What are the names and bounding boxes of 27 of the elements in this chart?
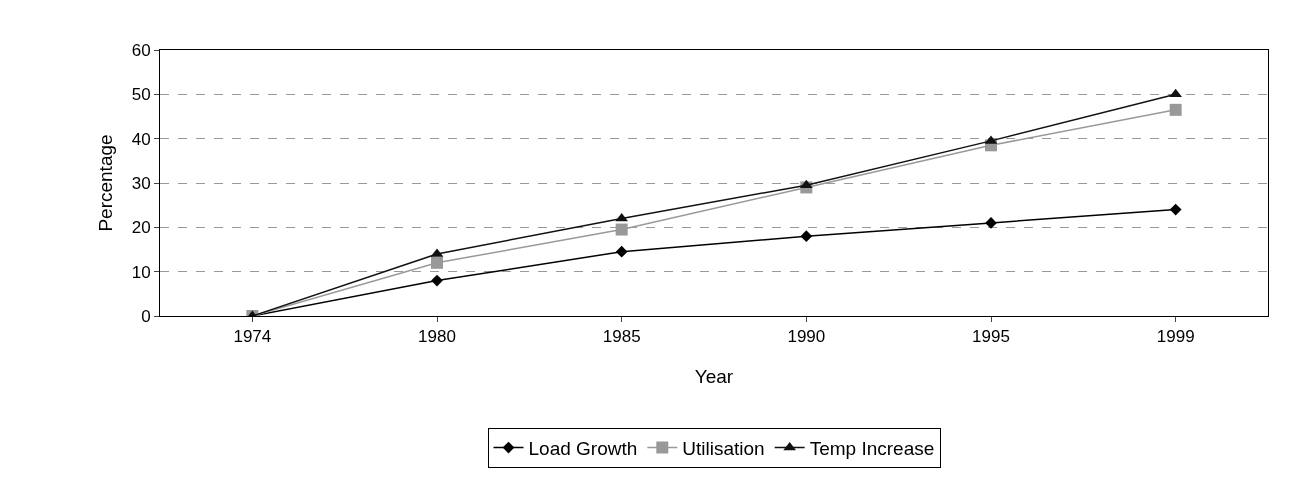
- y-tick-label: 30: [131, 173, 151, 193]
- y-tick-label: 60: [131, 40, 151, 60]
- point: [615, 245, 628, 258]
- y-axis-title: Percentage: [95, 134, 116, 232]
- point: [1169, 88, 1183, 98]
- y-tick-label: 10: [131, 262, 151, 282]
- y-tick-label: 50: [131, 85, 151, 105]
- point: [800, 230, 813, 243]
- point: [615, 223, 628, 236]
- legend-label: Utilisation: [682, 437, 765, 459]
- legend-label: Load Growth: [528, 437, 638, 459]
- x-tick-label: 1990: [787, 327, 826, 347]
- point: [1169, 103, 1182, 116]
- x-tick-label: 1974: [233, 327, 272, 347]
- y-tick-label: 40: [131, 129, 151, 149]
- legend-label: Temp Increase: [809, 437, 935, 459]
- x-axis-title: Year: [694, 366, 734, 387]
- point: [1169, 203, 1182, 216]
- x-tick-label: 1999: [1156, 327, 1195, 347]
- point: [431, 256, 443, 269]
- y-tick-label: 0: [141, 306, 151, 326]
- point: [615, 212, 629, 222]
- x-tick-label: 1995: [972, 327, 1010, 347]
- x-tick-label: 1985: [602, 327, 641, 347]
- x-tick-label: 1980: [418, 327, 456, 347]
- point: [431, 274, 443, 287]
- y-tick-label: 20: [131, 218, 151, 238]
